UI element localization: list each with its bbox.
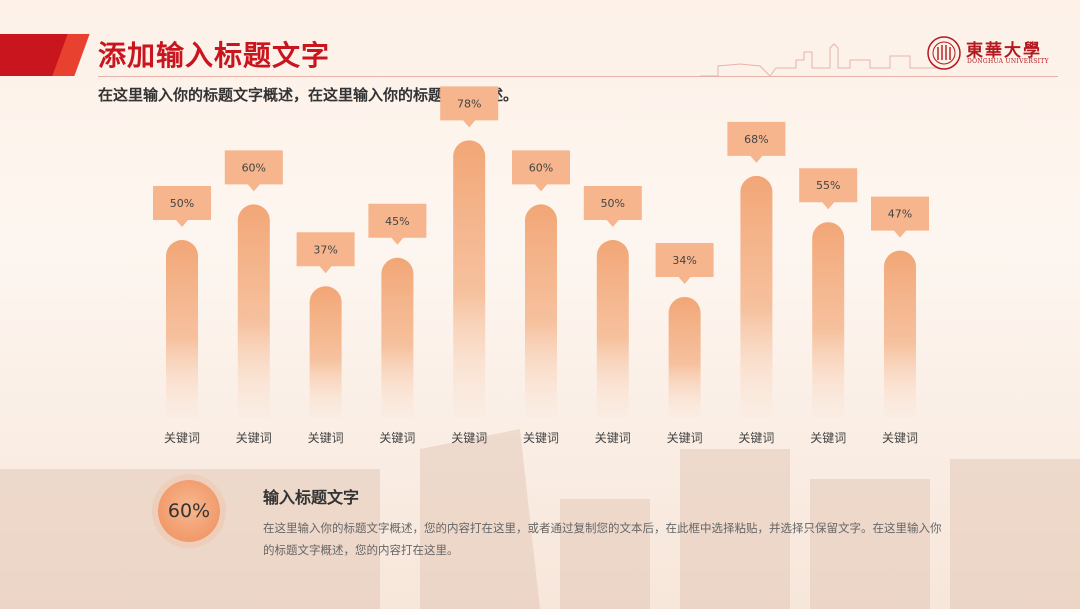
skyline-outline-decoration xyxy=(700,43,940,77)
category-label: 关键词 xyxy=(523,431,559,445)
bar xyxy=(381,257,414,418)
data-label: 68% xyxy=(744,133,768,146)
value-callout xyxy=(799,168,858,210)
university-logo xyxy=(927,36,961,70)
data-label: 60% xyxy=(529,161,553,174)
value-callout xyxy=(655,242,714,284)
bar xyxy=(812,222,845,418)
highlight-percent-value: 60% xyxy=(167,500,211,522)
data-label: 50% xyxy=(170,197,194,210)
bar xyxy=(596,240,629,418)
data-label: 55% xyxy=(816,179,840,192)
data-label: 34% xyxy=(672,254,696,267)
data-label: 47% xyxy=(888,208,912,221)
section-body-text: 在这里输入你的标题文字概述，您的内容打在这里，或者通过复制您的文本后，在此框中选… xyxy=(263,521,942,557)
data-label: 50% xyxy=(601,197,625,210)
category-label: 关键词 xyxy=(667,431,703,445)
bar xyxy=(525,204,557,418)
data-label: 37% xyxy=(313,243,337,256)
bar xyxy=(166,240,198,418)
logo-english-name: DONGHUA UNIVERSITY xyxy=(967,58,1049,65)
logo-chinese-name: 東華大學 xyxy=(966,41,1042,61)
page-title: 添加输入标题文字 xyxy=(98,39,331,72)
bar xyxy=(740,175,773,418)
category-label: 关键词 xyxy=(164,431,200,445)
value-callout xyxy=(512,150,570,192)
percentage-bar-chart: 50% 关键词 60% 关键词 37% 关键词 45% 关键词 78% 关键词 60% 关键词 50% 关… xyxy=(153,86,929,445)
value-callout xyxy=(296,232,355,274)
category-label: 关键词 xyxy=(738,431,774,445)
value-callout xyxy=(440,86,499,128)
value-callout xyxy=(583,186,642,227)
header-divider xyxy=(98,76,1058,77)
page-subtitle: 在这里输入你的标题文字概述，在这里输入你的标题文字概述。 xyxy=(98,86,519,104)
data-label: 60% xyxy=(242,161,266,174)
value-callout xyxy=(153,186,211,227)
category-label: 关键词 xyxy=(236,431,272,445)
category-label: 关键词 xyxy=(882,431,918,445)
value-callout xyxy=(368,203,427,245)
section-title: 输入标题文字 xyxy=(263,488,360,507)
data-label: 45% xyxy=(385,215,409,228)
bar xyxy=(237,204,270,418)
value-callout xyxy=(727,121,786,163)
category-label: 关键词 xyxy=(595,431,631,445)
bar xyxy=(453,140,486,418)
category-label: 关键词 xyxy=(308,431,344,445)
highlight-percent-circle: 60% xyxy=(158,480,220,542)
category-label: 关键词 xyxy=(451,431,487,445)
value-callout xyxy=(224,150,283,192)
bar xyxy=(884,250,916,418)
data-label: 78% xyxy=(457,97,481,110)
bar xyxy=(668,296,701,418)
category-label: 关键词 xyxy=(379,431,415,445)
value-callout xyxy=(871,196,929,238)
category-label: 关键词 xyxy=(810,431,846,445)
bar xyxy=(309,286,342,418)
